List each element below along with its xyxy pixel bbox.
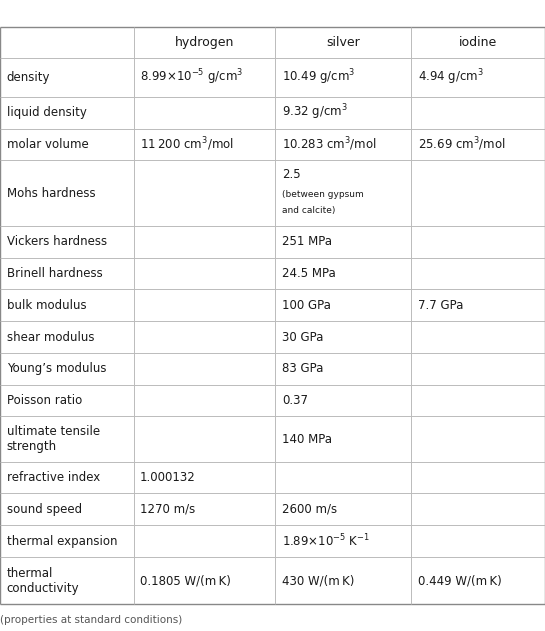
Text: sound speed: sound speed xyxy=(7,503,82,516)
Text: thermal
conductivity: thermal conductivity xyxy=(7,567,79,594)
Text: density: density xyxy=(7,71,50,84)
Text: $1.89{\times}10^{-5}\ \mathrm{K}^{-1}$: $1.89{\times}10^{-5}\ \mathrm{K}^{-1}$ xyxy=(282,533,370,550)
Text: hydrogen: hydrogen xyxy=(175,36,234,49)
Text: Young’s modulus: Young’s modulus xyxy=(7,362,106,375)
Text: 10.283 cm$^3$/mol: 10.283 cm$^3$/mol xyxy=(282,136,377,153)
Text: and calcite): and calcite) xyxy=(282,206,335,215)
Text: (between gypsum: (between gypsum xyxy=(282,190,364,199)
Text: 10.49 g/cm$^3$: 10.49 g/cm$^3$ xyxy=(282,68,355,87)
Text: 0.449 W/(m K): 0.449 W/(m K) xyxy=(418,574,502,587)
Text: 0.1805 W/(m K): 0.1805 W/(m K) xyxy=(140,574,231,587)
Text: molar volume: molar volume xyxy=(7,138,88,151)
Text: 30 GPa: 30 GPa xyxy=(282,331,323,343)
Text: 1.000132: 1.000132 xyxy=(140,471,196,484)
Text: 1270 m/s: 1270 m/s xyxy=(140,503,195,516)
Text: Poisson ratio: Poisson ratio xyxy=(7,394,82,407)
Text: 8.99×10$^{-5}$ g/cm$^3$: 8.99×10$^{-5}$ g/cm$^3$ xyxy=(140,68,243,87)
Text: 0.37: 0.37 xyxy=(282,394,308,407)
Text: ultimate tensile
strength: ultimate tensile strength xyxy=(7,425,100,453)
Text: 100 GPa: 100 GPa xyxy=(282,299,331,312)
Text: bulk modulus: bulk modulus xyxy=(7,299,86,312)
Text: Vickers hardness: Vickers hardness xyxy=(7,235,107,249)
Text: refractive index: refractive index xyxy=(7,471,100,484)
Text: 4.94 g/cm$^3$: 4.94 g/cm$^3$ xyxy=(418,68,484,87)
Text: Brinell hardness: Brinell hardness xyxy=(7,267,102,280)
Text: 11 200 cm$^3$/mol: 11 200 cm$^3$/mol xyxy=(140,136,234,153)
Text: 140 MPa: 140 MPa xyxy=(282,432,332,445)
Text: 83 GPa: 83 GPa xyxy=(282,362,323,375)
Text: liquid density: liquid density xyxy=(7,106,87,119)
Text: 24.5 MPa: 24.5 MPa xyxy=(282,267,336,280)
Text: thermal expansion: thermal expansion xyxy=(7,534,117,548)
Text: iodine: iodine xyxy=(459,36,498,49)
Text: (properties at standard conditions): (properties at standard conditions) xyxy=(0,615,182,625)
Text: 2600 m/s: 2600 m/s xyxy=(282,503,337,516)
Text: silver: silver xyxy=(326,36,360,49)
Text: shear modulus: shear modulus xyxy=(7,331,94,343)
Text: 251 MPa: 251 MPa xyxy=(282,235,332,249)
Text: Mohs hardness: Mohs hardness xyxy=(7,187,95,199)
Text: 7.7 GPa: 7.7 GPa xyxy=(418,299,463,312)
Text: 25.69 cm$^3$/mol: 25.69 cm$^3$/mol xyxy=(418,136,506,153)
Text: 9.32 g/cm$^3$: 9.32 g/cm$^3$ xyxy=(282,103,348,122)
Text: 2.5: 2.5 xyxy=(282,168,300,181)
Text: 430 W/(m K): 430 W/(m K) xyxy=(282,574,354,587)
